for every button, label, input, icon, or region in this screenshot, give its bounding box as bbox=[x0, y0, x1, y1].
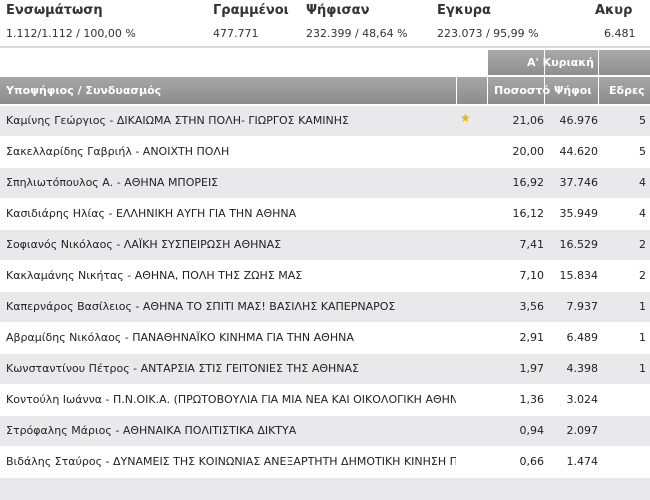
round-header-spacer bbox=[0, 50, 488, 77]
header-percent: Ποσοστό bbox=[494, 84, 551, 97]
seats-cell: 2 bbox=[639, 269, 646, 282]
votes-cell: 46.976 bbox=[559, 114, 599, 127]
column-divider bbox=[598, 77, 599, 104]
table-row: Καμίνης Γεώργιος - ΔΙΚΑΙΩΜΑ ΣΤΗΝ ΠΟΛΗ- Γ… bbox=[0, 106, 650, 136]
table-header: Υποψήφιος / Συνδυασμός Ποσοστό Ψήφοι Εδρ… bbox=[0, 77, 650, 104]
percent-cell: 16,12 bbox=[512, 207, 545, 220]
candidate-name: Κακλαμάνης Νικήτας - ΑΘΗΝΑ, ΠΟΛΗ ΤΗΣ ΖΩΗ… bbox=[6, 269, 303, 282]
votes-cell: 15.834 bbox=[559, 269, 599, 282]
votes-cell: 6.489 bbox=[566, 331, 599, 344]
header-candidate: Υποψήφιος / Συνδυασμός bbox=[6, 84, 162, 97]
candidate-name: Σπηλιωτόπουλος Α. - ΑΘΗΝΑ ΜΠΟΡΕΙΣ bbox=[6, 176, 219, 189]
candidate-name: Σακελλαρίδης Γαβριήλ - ΑΝΟΙΧΤΗ ΠΟΛΗ bbox=[6, 145, 230, 158]
seats-cell: 5 bbox=[639, 145, 646, 158]
summary-value: 223.073 / 95,99 % bbox=[437, 27, 539, 40]
seats-cell: 4 bbox=[639, 207, 646, 220]
percent-cell: 7,41 bbox=[519, 238, 545, 251]
seats-cell: 4 bbox=[639, 176, 646, 189]
seats-cell: 1 bbox=[639, 362, 646, 375]
votes-cell: 35.949 bbox=[559, 207, 599, 220]
percent-cell: 0,66 bbox=[519, 455, 545, 468]
candidate-name: Καμίνης Γεώργιος - ΔΙΚΑΙΩΜΑ ΣΤΗΝ ΠΟΛΗ- Γ… bbox=[6, 114, 349, 127]
table-row: Κακλαμάνης Νικήτας - ΑΘΗΝΑ, ΠΟΛΗ ΤΗΣ ΖΩΗ… bbox=[0, 261, 650, 291]
header-votes: Ψήφοι bbox=[554, 84, 592, 97]
summary-value: 1.112/1.112 / 100,00 % bbox=[6, 27, 136, 40]
table-row bbox=[0, 478, 650, 500]
column-divider bbox=[544, 50, 545, 75]
seats-cell: 2 bbox=[639, 238, 646, 251]
percent-cell: 3,56 bbox=[519, 300, 545, 313]
summary-value: 477.771 bbox=[213, 27, 259, 40]
results-summary: Ενσωμάτωση 1.112/1.112 / 100,00 % Γραμμέ… bbox=[0, 0, 650, 48]
candidate-name: Κοντούλη Ιωάννα - Π.Ν.ΟΙΚ.Α. (ΠΡΩΤΟΒΟΥΛΙ… bbox=[6, 393, 456, 406]
percent-cell: 21,06 bbox=[512, 114, 545, 127]
summary-label: Γραμμένοι bbox=[213, 3, 289, 18]
votes-cell: 16.529 bbox=[559, 238, 599, 251]
table-row: Σπηλιωτόπουλος Α. - ΑΘΗΝΑ ΜΠΟΡΕΙΣ 16,92 … bbox=[0, 168, 650, 198]
summary-label: Ψήφισαν bbox=[306, 3, 370, 18]
votes-cell: 7.937 bbox=[566, 300, 599, 313]
percent-cell: 20,00 bbox=[512, 145, 545, 158]
column-divider bbox=[487, 77, 488, 104]
votes-cell: 3.024 bbox=[566, 393, 599, 406]
table-row: Κοντούλη Ιωάννα - Π.Ν.ΟΙΚ.Α. (ΠΡΩΤΟΒΟΥΛΙ… bbox=[0, 385, 650, 415]
candidate-name: Στρόφαλης Μάριος - ΑΘΗΝΑΙΚΑ ΠΟΛΙΤΙΣΤΙΚΑ … bbox=[6, 424, 297, 437]
summary-value: 232.399 / 48,64 % bbox=[306, 27, 408, 40]
summary-label: Ακυρ bbox=[595, 3, 633, 18]
round-label: Α' Κυριακή bbox=[488, 50, 650, 75]
percent-cell: 7,10 bbox=[519, 269, 545, 282]
star-icon: ★ bbox=[460, 111, 471, 125]
summary-label: Εγκυρα bbox=[437, 3, 491, 18]
column-divider bbox=[598, 50, 599, 75]
votes-cell: 37.746 bbox=[559, 176, 599, 189]
summary-label: Ενσωμάτωση bbox=[6, 3, 103, 18]
candidate-name: Αβραμίδης Νικόλαος - ΠΑΝΑΘΗΝΑΪΚΟ ΚΙΝΗΜΑ … bbox=[6, 331, 354, 344]
votes-cell: 4.398 bbox=[566, 362, 599, 375]
percent-cell: 1,36 bbox=[519, 393, 545, 406]
table-row: Σακελλαρίδης Γαβριήλ - ΑΝΟΙΧΤΗ ΠΟΛΗ 20,0… bbox=[0, 137, 650, 167]
seats-cell: 5 bbox=[639, 114, 646, 127]
seats-cell: 1 bbox=[639, 300, 646, 313]
summary-value: 6.481 bbox=[604, 27, 636, 40]
table-row: Κωνσταντίνου Πέτρος - ΑΝΤΑΡΣΙΑ ΣΤΙΣ ΓΕΙΤ… bbox=[0, 354, 650, 384]
table-row: Σοφιανός Νικόλαος - ΛΑΪΚΗ ΣΥΣΠΕΙΡΩΣΗ ΑΘΗ… bbox=[0, 230, 650, 260]
votes-cell: 44.620 bbox=[559, 145, 599, 158]
column-divider bbox=[544, 77, 545, 104]
candidate-name: Σοφιανός Νικόλαος - ΛΑΪΚΗ ΣΥΣΠΕΙΡΩΣΗ ΑΘΗ… bbox=[6, 238, 282, 251]
header-seats: Εδρες bbox=[609, 84, 645, 97]
percent-cell: 2,91 bbox=[519, 331, 545, 344]
table-row: Αβραμίδης Νικόλαος - ΠΑΝΑΘΗΝΑΪΚΟ ΚΙΝΗΜΑ … bbox=[0, 323, 650, 353]
table-row: Κασιδιάρης Ηλίας - ΕΛΛΗΝΙΚΗ ΑΥΓΗ ΓΙΑ ΤΗΝ… bbox=[0, 199, 650, 229]
candidate-name: Κωνσταντίνου Πέτρος - ΑΝΤΑΡΣΙΑ ΣΤΙΣ ΓΕΙΤ… bbox=[6, 362, 359, 375]
summary-divider bbox=[0, 46, 650, 48]
votes-cell: 2.097 bbox=[566, 424, 599, 437]
column-divider bbox=[456, 77, 457, 104]
table-round-header: Α' Κυριακή bbox=[0, 50, 650, 77]
seats-cell: 1 bbox=[639, 331, 646, 344]
votes-cell: 1.474 bbox=[566, 455, 599, 468]
table-row: Βιδάλης Σταύρος - ΔΥΝΑΜΕΙΣ ΤΗΣ ΚΟΙΝΩΝΙΑΣ… bbox=[0, 447, 650, 477]
table-row: Στρόφαλης Μάριος - ΑΘΗΝΑΙΚΑ ΠΟΛΙΤΙΣΤΙΚΑ … bbox=[0, 416, 650, 446]
table-row: Καπερνάρος Βασίλειος - ΑΘΗΝΑ ΤΟ ΣΠΙΤΙ ΜΑ… bbox=[0, 292, 650, 322]
percent-cell: 0,94 bbox=[519, 424, 545, 437]
candidate-name: Κασιδιάρης Ηλίας - ΕΛΛΗΝΙΚΗ ΑΥΓΗ ΓΙΑ ΤΗΝ… bbox=[6, 207, 297, 220]
candidate-name: Βιδάλης Σταύρος - ΔΥΝΑΜΕΙΣ ΤΗΣ ΚΟΙΝΩΝΙΑΣ… bbox=[6, 455, 456, 468]
candidate-name: Καπερνάρος Βασίλειος - ΑΘΗΝΑ ΤΟ ΣΠΙΤΙ ΜΑ… bbox=[6, 300, 396, 313]
percent-cell: 16,92 bbox=[512, 176, 545, 189]
percent-cell: 1,97 bbox=[519, 362, 545, 375]
